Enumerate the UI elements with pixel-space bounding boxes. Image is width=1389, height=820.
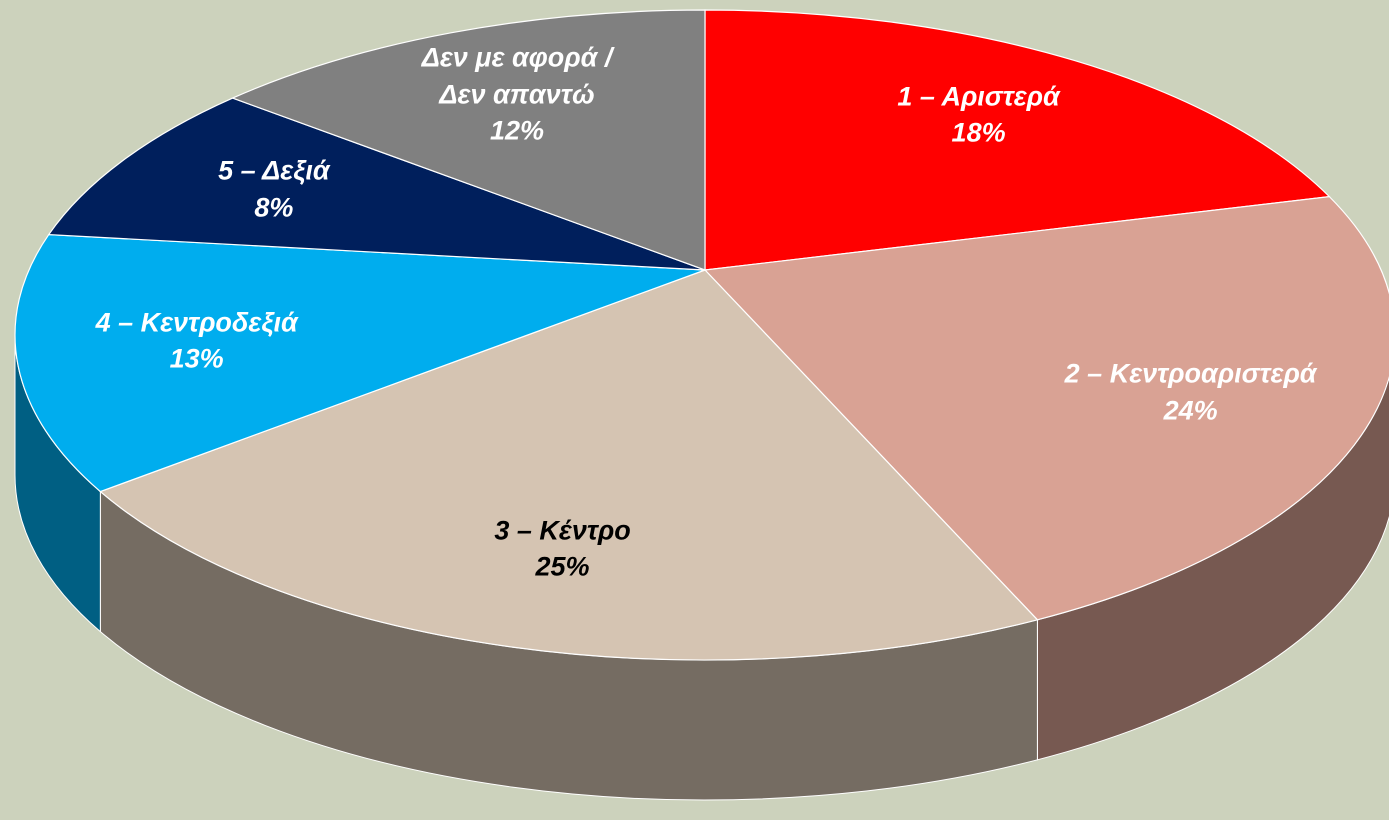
data-label: 2 – Κεντροαριστερά 24% (1041, 356, 1341, 429)
slice (703, 195, 1389, 621)
data-label: 4 – Κεντροδεξιά 13% (82, 304, 312, 377)
slice-value: 8% (254, 192, 294, 223)
slice-name: Δεν με αφορά / Δεν απαντώ (421, 42, 613, 110)
slice (47, 97, 706, 271)
slice-name: 5 – Δεξιά (218, 155, 330, 186)
data-label: 5 – Δεξιά 8% (159, 153, 389, 226)
slice (704, 9, 1331, 271)
slice-name: 4 – Κεντροδεξιά (95, 307, 298, 338)
slice-value: 25% (535, 552, 590, 583)
slice-value: 13% (169, 343, 224, 374)
slice (231, 9, 706, 271)
slice (14, 233, 706, 493)
data-label: Δεν με αφορά / Δεν απαντώ 12% (402, 40, 632, 149)
slice-value: 18% (951, 118, 1006, 149)
slice (99, 269, 1039, 661)
slice-name: 1 – Αριστερά (897, 81, 1060, 112)
slice-value: 12% (490, 115, 545, 146)
slice-name: 2 – Κεντροαριστερά (1064, 358, 1317, 389)
data-label: 1 – Αριστερά 18% (829, 79, 1129, 152)
data-label: 3 – Κέντρο 25% (413, 513, 713, 586)
slice-name: 3 – Κέντρο (494, 515, 631, 546)
slice-value: 24% (1163, 395, 1218, 426)
